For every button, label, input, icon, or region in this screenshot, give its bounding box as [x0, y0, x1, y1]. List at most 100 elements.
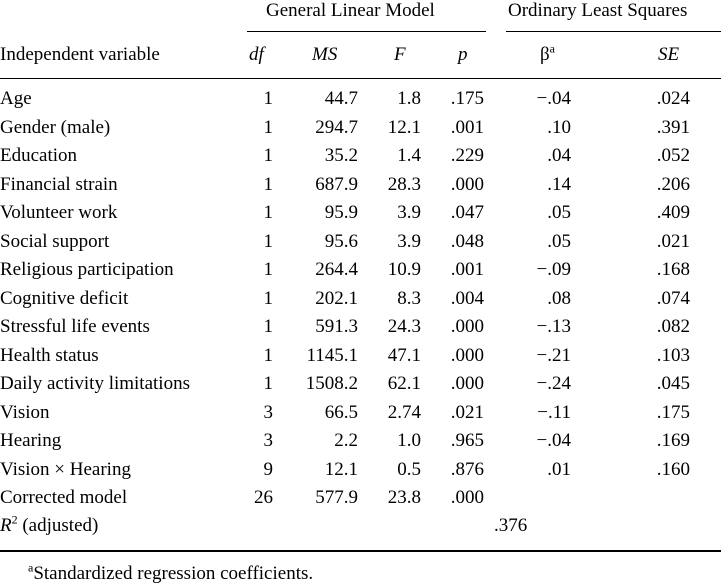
- cell-se: .169: [656, 430, 690, 451]
- column-header-p: p: [458, 44, 468, 65]
- cell-p: .000: [450, 345, 484, 366]
- cell-beta: .05: [547, 231, 571, 252]
- cell-ms: 202.1: [315, 288, 358, 309]
- cell-df: 1: [263, 231, 274, 252]
- cell-beta: −.13: [536, 316, 571, 337]
- cell-variable: Health status: [0, 345, 99, 366]
- cell-p: .000: [450, 373, 484, 394]
- cell-df: 1: [263, 88, 274, 109]
- cell-f: 2.74: [387, 402, 421, 423]
- r2-label: R2 (adjusted): [0, 514, 98, 538]
- cell-f: 12.1: [387, 117, 421, 138]
- cell-f: 62.1: [387, 373, 421, 394]
- cell-df: 1: [263, 145, 274, 166]
- cell-df: 1: [263, 316, 274, 337]
- cell-df: 1: [263, 345, 274, 366]
- cell-se: .024: [656, 88, 690, 109]
- cell-beta: −.09: [536, 259, 571, 280]
- cell-variable: Daily activity limitations: [0, 373, 190, 394]
- cell-se: .082: [656, 316, 690, 337]
- cell-f: 1.0: [397, 430, 421, 451]
- cell-df: 1: [263, 259, 274, 280]
- footnote-marker: a: [28, 560, 34, 575]
- cell-p: .876: [450, 459, 484, 480]
- cell-beta: .08: [547, 288, 571, 309]
- cell-p: .000: [450, 174, 484, 195]
- cell-se: .409: [656, 202, 690, 223]
- column-header-variable: Independent variable: [0, 44, 160, 65]
- cell-variable: Education: [0, 145, 78, 166]
- cell-f: 28.3: [387, 174, 421, 195]
- cell-p: .004: [450, 288, 484, 309]
- cell-se: .052: [656, 145, 690, 166]
- r2-superscript: 2: [11, 512, 18, 527]
- cell-ms: 294.7: [315, 117, 358, 138]
- cell-p: .000: [450, 487, 484, 508]
- cell-variable: Religious participation: [0, 259, 174, 280]
- cell-p: .001: [450, 259, 484, 280]
- cell-ms: 591.3: [315, 316, 358, 337]
- cell-variable: Age: [0, 88, 32, 109]
- column-header-df: df: [249, 44, 264, 65]
- cell-ms: 44.7: [324, 88, 358, 109]
- cell-p: .229: [450, 145, 484, 166]
- cell-se: .168: [656, 259, 690, 280]
- cell-ms: 577.9: [315, 487, 358, 508]
- group-header-glm: General Linear Model: [266, 0, 435, 21]
- cell-beta: −.21: [536, 345, 571, 366]
- cell-ms: 12.1: [324, 459, 358, 480]
- cell-se: .160: [656, 459, 690, 480]
- cell-f: 1.8: [397, 88, 421, 109]
- cell-variable: Cognitive deficit: [0, 288, 129, 309]
- group-rule-ols: [506, 31, 721, 32]
- cell-f: 23.8: [387, 487, 421, 508]
- cell-f: 47.1: [387, 345, 421, 366]
- cell-beta: .05: [547, 202, 571, 223]
- footnote: aStandardized regression coefficients.: [28, 562, 313, 586]
- group-rule-glm: [247, 31, 486, 32]
- cell-ms: 95.6: [324, 231, 358, 252]
- cell-ms: 95.9: [324, 202, 358, 223]
- cell-beta: −.04: [536, 430, 571, 451]
- cell-f: 3.9: [397, 231, 421, 252]
- cell-f: 10.9: [387, 259, 421, 280]
- cell-f: 24.3: [387, 316, 421, 337]
- cell-beta: .14: [547, 174, 571, 195]
- column-header-f: F: [394, 44, 406, 65]
- cell-variable: Vision: [0, 402, 50, 423]
- cell-f: 1.4: [397, 145, 421, 166]
- cell-variable: Financial strain: [0, 174, 118, 195]
- cell-se: .074: [656, 288, 690, 309]
- cell-p: .000: [450, 316, 484, 337]
- cell-se: .175: [656, 402, 690, 423]
- cell-ms: 1145.1: [306, 345, 358, 366]
- cell-f: 3.9: [397, 202, 421, 223]
- cell-f: 0.5: [397, 459, 421, 480]
- cell-variable: Hearing: [0, 430, 62, 451]
- cell-p: .047: [450, 202, 484, 223]
- footnote-text: Standardized regression coefficients.: [33, 563, 314, 584]
- table-bottom-rule: [0, 550, 721, 552]
- cell-beta: −.04: [536, 88, 571, 109]
- beta-footnote-marker: a: [549, 41, 555, 56]
- cell-se: .103: [656, 345, 690, 366]
- cell-f: 8.3: [397, 288, 421, 309]
- cell-beta: .01: [547, 459, 571, 480]
- cell-variable: Gender (male): [0, 117, 111, 138]
- cell-variable: Stressful life events: [0, 316, 150, 337]
- cell-ms: 2.2: [334, 430, 358, 451]
- cell-df: 1: [263, 373, 274, 394]
- cell-se: .021: [656, 231, 690, 252]
- cell-p: .001: [450, 117, 484, 138]
- cell-variable: Vision × Hearing: [0, 459, 131, 480]
- cell-se: .206: [656, 174, 690, 195]
- cell-ms: 687.9: [315, 174, 358, 195]
- cell-ms: 264.4: [315, 259, 358, 280]
- cell-ms: 1508.2: [305, 373, 358, 394]
- cell-ms: 66.5: [324, 402, 358, 423]
- cell-beta: .10: [547, 117, 571, 138]
- cell-df: 26: [254, 487, 273, 508]
- cell-df: 1: [263, 174, 274, 195]
- cell-se: .391: [656, 117, 690, 138]
- column-header-se: SE: [658, 44, 680, 65]
